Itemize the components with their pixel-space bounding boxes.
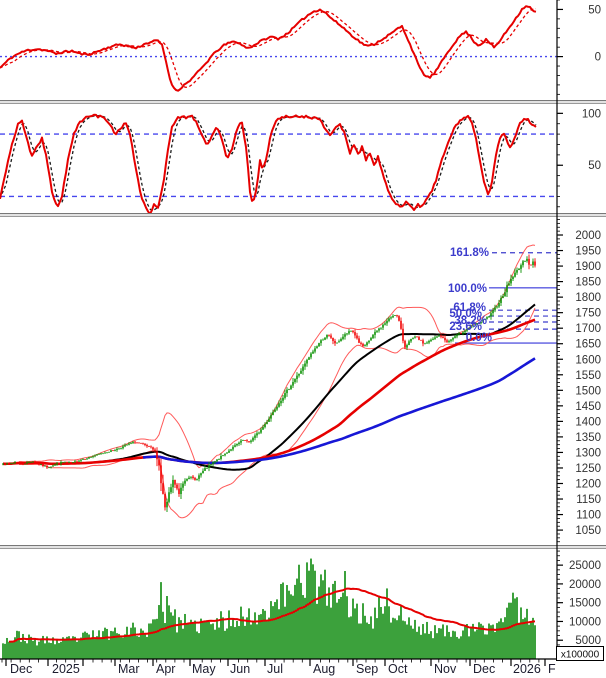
- y-tick-label: 5000: [575, 635, 601, 647]
- candlesticks: [2, 254, 536, 513]
- x-axis-label: Sep: [356, 662, 378, 676]
- fib-label: 61.8%: [453, 302, 486, 314]
- y-tick-label: 1300: [575, 447, 601, 459]
- volume-panel: [2, 558, 536, 659]
- y-tick-label: 1950: [575, 246, 601, 258]
- fib-label: 0.0%: [466, 332, 492, 344]
- fib-label: 161.8%: [450, 247, 489, 259]
- x-axis-label: Jul: [267, 662, 283, 676]
- y-tick-label: 1700: [575, 323, 601, 335]
- bollinger-lower-band: [18, 307, 536, 519]
- panel-splitter[interactable]: [0, 545, 606, 549]
- x-axis-label: Oct: [388, 662, 408, 676]
- fibonacci-labels: 161.8% 100.0% 61.8%50.0%38.2%23.6%0.0%: [448, 247, 492, 344]
- price-panel: [2, 244, 557, 519]
- x-axis-label: F: [548, 662, 556, 676]
- x-axis-label: Jun: [230, 662, 250, 676]
- volume-ma-line: [8, 587, 536, 643]
- y-tick-label: 1750: [575, 308, 601, 320]
- y-tick-label: 0: [595, 52, 601, 64]
- x-axis-label: Aug: [313, 662, 335, 676]
- bollinger-upper-band: [18, 244, 536, 469]
- y-tick-label: 1800: [575, 292, 601, 304]
- ma-slow-blue-line: [142, 357, 536, 465]
- y-tick-label: 1100: [576, 510, 601, 522]
- y-tick-label: 1500: [575, 385, 601, 397]
- stochastic-oscillator-main-line: [0, 113, 537, 213]
- y-tick-label: 2000: [575, 230, 601, 242]
- panel-splitter[interactable]: [0, 100, 606, 104]
- y-tick-label: 1200: [575, 479, 601, 491]
- y-tick-label: 1600: [575, 354, 601, 366]
- momentum-oscillator-main-line: [0, 5, 537, 92]
- y-tick-label: 50: [588, 160, 601, 172]
- y-tick-label: 1650: [575, 339, 601, 351]
- momentum-oscillator-signal-line: [0, 8, 537, 89]
- fibonacci-lines: [455, 252, 557, 344]
- y-tick-label: 20000: [569, 579, 601, 591]
- y-tick-label: 1150: [576, 494, 601, 506]
- fib-label: 50.0%: [449, 308, 482, 320]
- x-axis-label: 2026: [513, 662, 541, 676]
- x-axis: Dec 2025 Mar Apr May Jun Jul Aug Sep Oct Nov Dec 202…: [0, 658, 557, 676]
- ma-medium-red-line: [2, 318, 536, 466]
- y-tick-label: 1900: [575, 261, 601, 273]
- y-tick-label: 1050: [575, 525, 601, 537]
- x-axis-label: Mar: [118, 662, 140, 676]
- volume-unit-label: x100000: [561, 650, 600, 661]
- momentum-oscillator-panel: [0, 5, 557, 92]
- y-tick-label: 1350: [575, 432, 601, 444]
- x-axis-label: May: [192, 662, 216, 676]
- x-axis-label: Nov: [434, 662, 457, 676]
- x-axis-label: Apr: [156, 662, 175, 676]
- y-tick-label: 1250: [575, 463, 601, 475]
- x-axis-label: Dec: [473, 662, 495, 676]
- y-tick-label: 50: [588, 4, 601, 16]
- stochastic-oscillator-signal-line: [0, 114, 537, 212]
- y-tick-label: 10000: [569, 616, 601, 628]
- x-axis-label: Dec: [10, 662, 32, 676]
- volume-unit-box: x100000: [556, 646, 604, 661]
- fib-label: 23.6%: [449, 321, 482, 333]
- x-axis-label: 2025: [52, 662, 80, 676]
- fib-label: 38.2%: [454, 315, 487, 327]
- y-tick-label: 1450: [575, 401, 601, 413]
- y-tick-label: 100: [582, 108, 601, 120]
- y-tick-label: 1550: [575, 370, 601, 382]
- stochastic-oscillator-panel: [0, 113, 557, 213]
- y-tick-label: 1850: [575, 277, 601, 289]
- right-axis: 50 0 100 50 2000 1950 1900 1850 1800 1750 1700 1650…: [556, 0, 601, 661]
- volume-bars: [2, 558, 536, 659]
- panel-splitter[interactable]: [0, 213, 606, 217]
- y-tick-label: 1400: [575, 416, 601, 428]
- fib-label: 100.0%: [448, 283, 487, 295]
- y-tick-label: 15000: [569, 598, 601, 610]
- y-tick-label: 25000: [569, 560, 601, 572]
